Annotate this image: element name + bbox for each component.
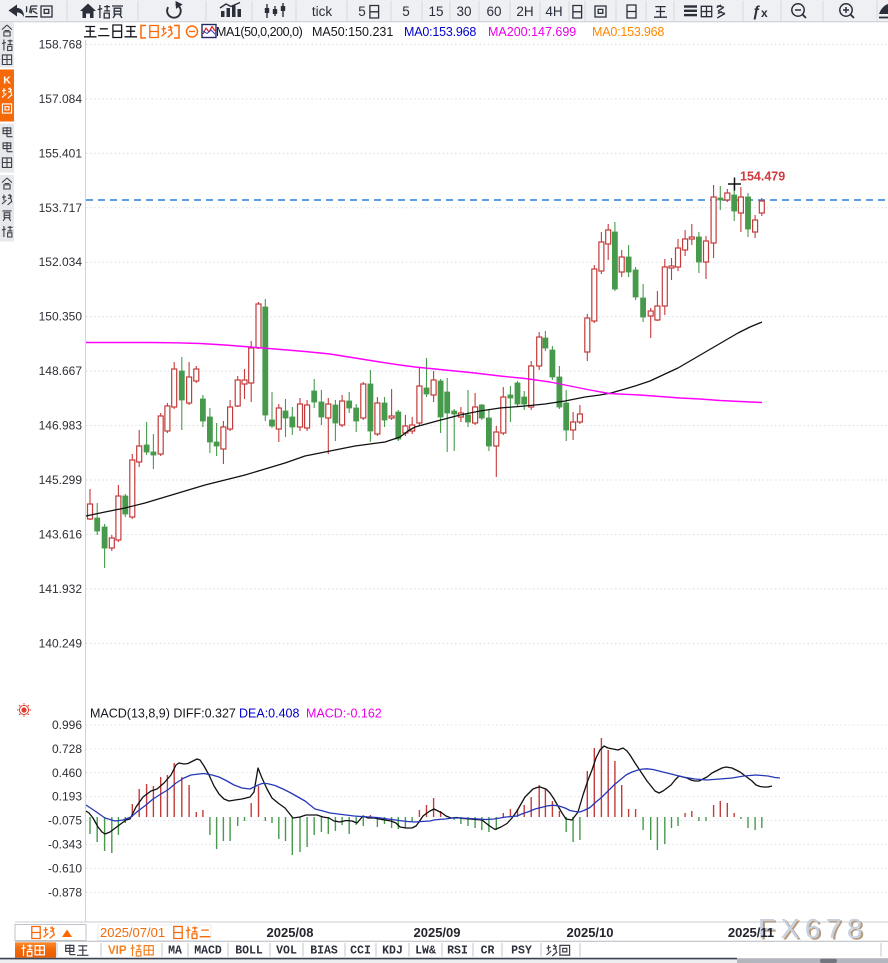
svg-text:141.932: 141.932 — [39, 582, 83, 596]
svg-text:5: 5 — [358, 4, 366, 19]
svg-text:-0.075: -0.075 — [48, 814, 82, 828]
svg-text:MA1(50,0,200,0): MA1(50,0,200,0) — [216, 25, 303, 39]
svg-text:-0.343: -0.343 — [48, 838, 82, 852]
svg-text:CR: CR — [481, 945, 495, 958]
svg-text:BIAS: BIAS — [310, 945, 338, 958]
svg-text:30: 30 — [456, 4, 471, 19]
svg-text:157.084: 157.084 — [39, 92, 83, 106]
svg-text:-0.878: -0.878 — [48, 885, 82, 899]
svg-text:140.249: 140.249 — [39, 636, 83, 650]
svg-text:FX678: FX678 — [760, 915, 870, 946]
svg-text:152.034: 152.034 — [39, 255, 83, 269]
svg-text:MA50:150.231: MA50:150.231 — [312, 25, 393, 39]
svg-text:PSY: PSY — [511, 945, 532, 958]
svg-text:148.667: 148.667 — [39, 364, 83, 378]
svg-text:158.768: 158.768 — [39, 37, 83, 51]
svg-text:MACD(13,8,9) DIFF:0.327: MACD(13,8,9) DIFF:0.327 — [90, 707, 236, 721]
svg-text:60: 60 — [486, 4, 501, 19]
svg-text:5: 5 — [402, 4, 410, 19]
svg-text:MA0:153.968: MA0:153.968 — [592, 25, 664, 39]
svg-text:ƒ: ƒ — [752, 4, 760, 21]
svg-text:2025/11: 2025/11 — [728, 925, 774, 940]
svg-text:CCI: CCI — [350, 945, 371, 958]
svg-text:VIP: VIP — [108, 945, 127, 957]
svg-text:143.616: 143.616 — [39, 528, 83, 542]
svg-text:-0.610: -0.610 — [48, 861, 82, 875]
svg-text:153.717: 153.717 — [39, 201, 83, 215]
svg-text:15: 15 — [428, 4, 443, 19]
svg-text:145.299: 145.299 — [39, 473, 83, 487]
svg-text:MACD: MACD — [194, 945, 222, 958]
svg-text:VOL: VOL — [276, 945, 297, 958]
svg-text:4H: 4H — [545, 4, 562, 19]
svg-text:150.350: 150.350 — [39, 310, 83, 324]
svg-text:155.401: 155.401 — [39, 146, 83, 160]
svg-text:2025/09: 2025/09 — [414, 925, 461, 940]
svg-text:K: K — [3, 75, 11, 87]
svg-text:2025/07/01: 2025/07/01 — [100, 925, 165, 940]
svg-text:2H: 2H — [516, 4, 533, 19]
svg-text:MACD:-0.162: MACD:-0.162 — [306, 707, 382, 721]
svg-text:0.728: 0.728 — [52, 742, 82, 756]
svg-text:RSI: RSI — [447, 945, 468, 958]
svg-text:LW&: LW& — [415, 945, 436, 958]
svg-text:KDJ: KDJ — [382, 945, 403, 958]
svg-text:154.479: 154.479 — [740, 170, 785, 184]
svg-text:2025/08: 2025/08 — [267, 925, 314, 940]
svg-text:0.460: 0.460 — [52, 766, 82, 780]
svg-text:DEA:0.408: DEA:0.408 — [239, 707, 300, 721]
svg-text:146.983: 146.983 — [39, 419, 83, 433]
svg-text:MA: MA — [168, 945, 182, 958]
svg-text:MA200:147.699: MA200:147.699 — [488, 25, 576, 39]
svg-text:tick: tick — [312, 4, 333, 19]
svg-text:BOLL: BOLL — [235, 945, 263, 958]
svg-text:MA0:153.968: MA0:153.968 — [404, 25, 476, 39]
svg-text:2025/10: 2025/10 — [567, 925, 614, 940]
svg-text:x: x — [761, 6, 768, 20]
svg-text:0.193: 0.193 — [52, 790, 82, 804]
svg-text:FX678: FX678 — [758, 913, 868, 944]
svg-text:0.996: 0.996 — [52, 718, 82, 732]
